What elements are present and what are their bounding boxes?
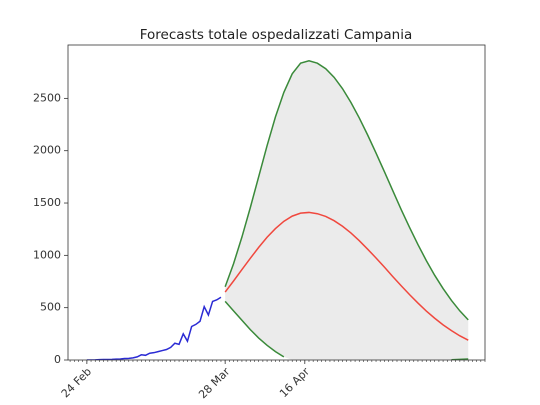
plot-frame: [67, 44, 486, 361]
y-tick-label: 2500: [33, 91, 61, 104]
x-tick-label: 24 Feb: [59, 365, 94, 400]
y-tick-label: 1000: [33, 248, 61, 261]
x-tick-label: 16 Apr: [277, 365, 312, 400]
confidence-band: [225, 60, 469, 360]
y-tick-label: 1500: [33, 196, 61, 209]
mean-forecast-line: [224, 211, 469, 341]
y-tick-label: 0: [54, 353, 61, 366]
y-tick-label: 2000: [33, 144, 61, 157]
observed-line: [86, 296, 222, 360]
y-tick-label: 500: [40, 301, 61, 314]
chart-title: Forecasts totale ospedalizzati Campania: [140, 27, 412, 43]
x-tick-label: 28 Mar: [196, 365, 233, 402]
upper-bound-line: [224, 60, 469, 321]
plot: [86, 60, 469, 360]
